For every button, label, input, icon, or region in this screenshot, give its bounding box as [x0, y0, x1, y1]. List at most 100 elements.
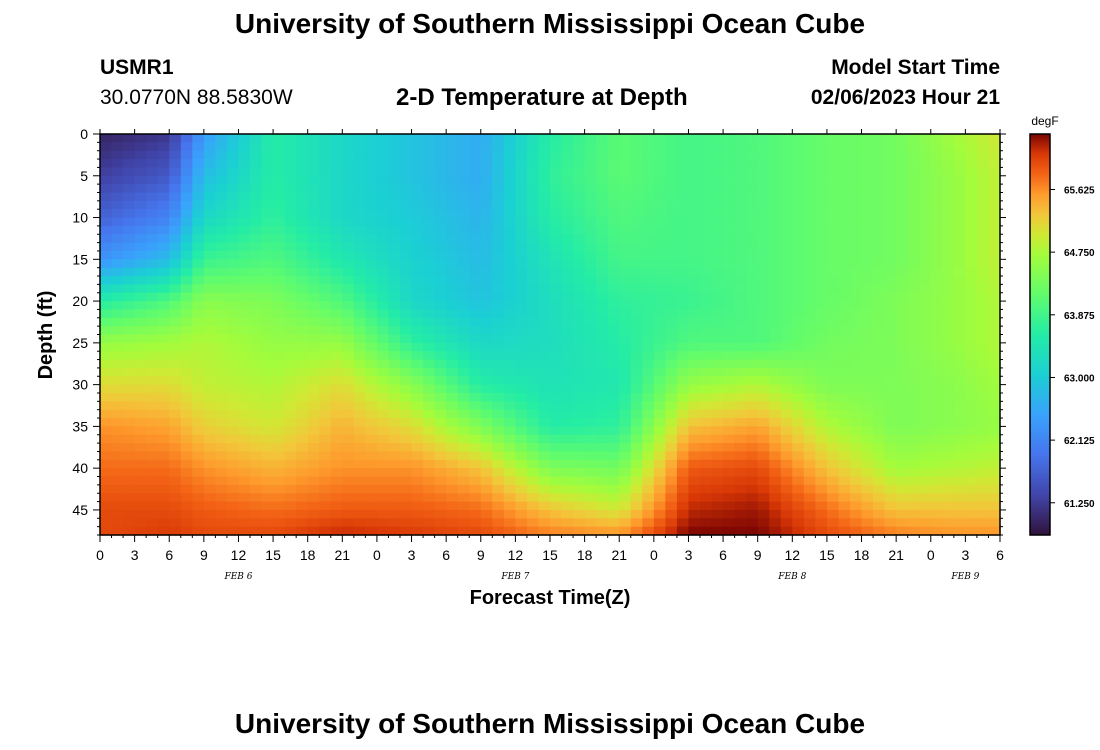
heatmap-cell: [538, 418, 551, 427]
heatmap-cell: [619, 234, 632, 244]
heatmap-cell: [134, 359, 147, 369]
heatmap-cell: [746, 175, 759, 185]
heatmap-cell: [123, 276, 136, 285]
heatmap-cell: [884, 175, 897, 185]
heatmap-cell: [307, 434, 320, 444]
heatmap-cell: [688, 200, 701, 210]
heatmap-cell: [284, 401, 297, 411]
heatmap-cell: [169, 209, 182, 219]
heatmap-cell: [296, 334, 309, 344]
heatmap-cell: [400, 342, 413, 352]
heatmap-cell: [423, 493, 436, 503]
heatmap-cell: [861, 317, 874, 327]
heatmap-cell: [746, 267, 759, 277]
heatmap-cell: [665, 309, 678, 319]
heatmap-cell: [400, 175, 413, 185]
heatmap-cell: [296, 175, 309, 185]
heatmap-cell: [180, 134, 193, 143]
heatmap-cell: [515, 359, 528, 369]
heatmap-cell: [953, 426, 966, 436]
heatmap-cell: [134, 426, 147, 436]
heatmap-cell: [619, 167, 632, 177]
heatmap-cell: [100, 443, 113, 453]
heatmap-cell: [838, 234, 851, 244]
heatmap-cell: [573, 175, 586, 185]
heatmap-cell: [215, 359, 228, 369]
heatmap-cell: [400, 501, 413, 511]
heatmap-cell: [630, 384, 643, 394]
heatmap-cell: [711, 493, 724, 503]
heatmap-cell: [434, 200, 447, 210]
heatmap-cell: [376, 284, 390, 294]
heatmap-cell: [296, 351, 309, 361]
heatmap-cell: [919, 418, 932, 427]
heatmap-cell: [607, 134, 620, 143]
heatmap-cell: [238, 284, 251, 294]
heatmap-cell: [688, 217, 701, 227]
heatmap-cell: [838, 317, 851, 327]
heatmap-cell: [619, 443, 632, 453]
heatmap-cell: [480, 167, 493, 177]
heatmap-cell: [203, 476, 216, 486]
heatmap-cell: [365, 225, 378, 235]
heatmap-cell: [353, 184, 366, 194]
heatmap-cell: [550, 184, 563, 194]
heatmap-cell: [250, 484, 263, 494]
heatmap-cell: [180, 493, 193, 503]
heatmap-cell: [503, 526, 516, 536]
heatmap-cell: [584, 443, 597, 453]
heatmap-cell: [896, 317, 909, 327]
heatmap-cell: [526, 418, 540, 427]
heatmap-cell: [157, 334, 170, 344]
heatmap-cell: [792, 376, 805, 386]
heatmap-cell: [769, 250, 782, 260]
heatmap-cell: [757, 276, 770, 285]
heatmap-cell: [769, 184, 782, 194]
heatmap-cell: [469, 217, 482, 227]
heatmap-cell: [411, 334, 424, 344]
heatmap-cell: [630, 509, 643, 519]
heatmap-cell: [792, 192, 805, 202]
heatmap-cell: [826, 134, 840, 143]
heatmap-cell: [319, 234, 332, 244]
heatmap-cell: [734, 384, 747, 394]
heatmap-cell: [780, 376, 793, 386]
heatmap-cell: [203, 334, 216, 344]
heatmap-cell: [676, 167, 690, 177]
heatmap-cell: [226, 225, 240, 235]
heatmap-cell: [469, 409, 482, 419]
heatmap-cell: [526, 142, 540, 152]
heatmap-cell: [711, 434, 724, 444]
heatmap-cell: [884, 468, 897, 478]
heatmap-cell: [261, 200, 274, 210]
heatmap-cell: [757, 434, 770, 444]
heatmap-cell: [423, 376, 436, 386]
heatmap-cell: [838, 225, 851, 235]
heatmap-cell: [123, 292, 136, 302]
heatmap-cell: [446, 159, 459, 169]
heatmap-cell: [215, 184, 228, 194]
x-tick-label: 3: [961, 547, 969, 563]
heatmap-cell: [423, 434, 436, 444]
heatmap-cell: [307, 392, 320, 402]
heatmap-cell: [203, 418, 216, 427]
heatmap-cell: [353, 326, 366, 336]
heatmap-cell: [307, 326, 320, 336]
heatmap-cell: [457, 317, 470, 327]
heatmap-cell: [953, 476, 966, 486]
heatmap-cell: [446, 301, 459, 311]
heatmap-cell: [746, 509, 759, 519]
heatmap-cell: [400, 351, 413, 361]
heatmap-cell: [607, 359, 620, 369]
heatmap-cell: [134, 392, 147, 402]
heatmap-cell: [942, 459, 955, 469]
heatmap-cell: [665, 209, 678, 219]
heatmap-cell: [480, 276, 493, 285]
heatmap-cell: [700, 167, 713, 177]
heatmap-cell: [469, 242, 482, 252]
heatmap-cell: [596, 259, 609, 269]
heatmap-cell: [896, 284, 909, 294]
heatmap-cell: [942, 451, 955, 461]
heatmap-cell: [930, 493, 943, 503]
heatmap-cell: [411, 384, 424, 394]
